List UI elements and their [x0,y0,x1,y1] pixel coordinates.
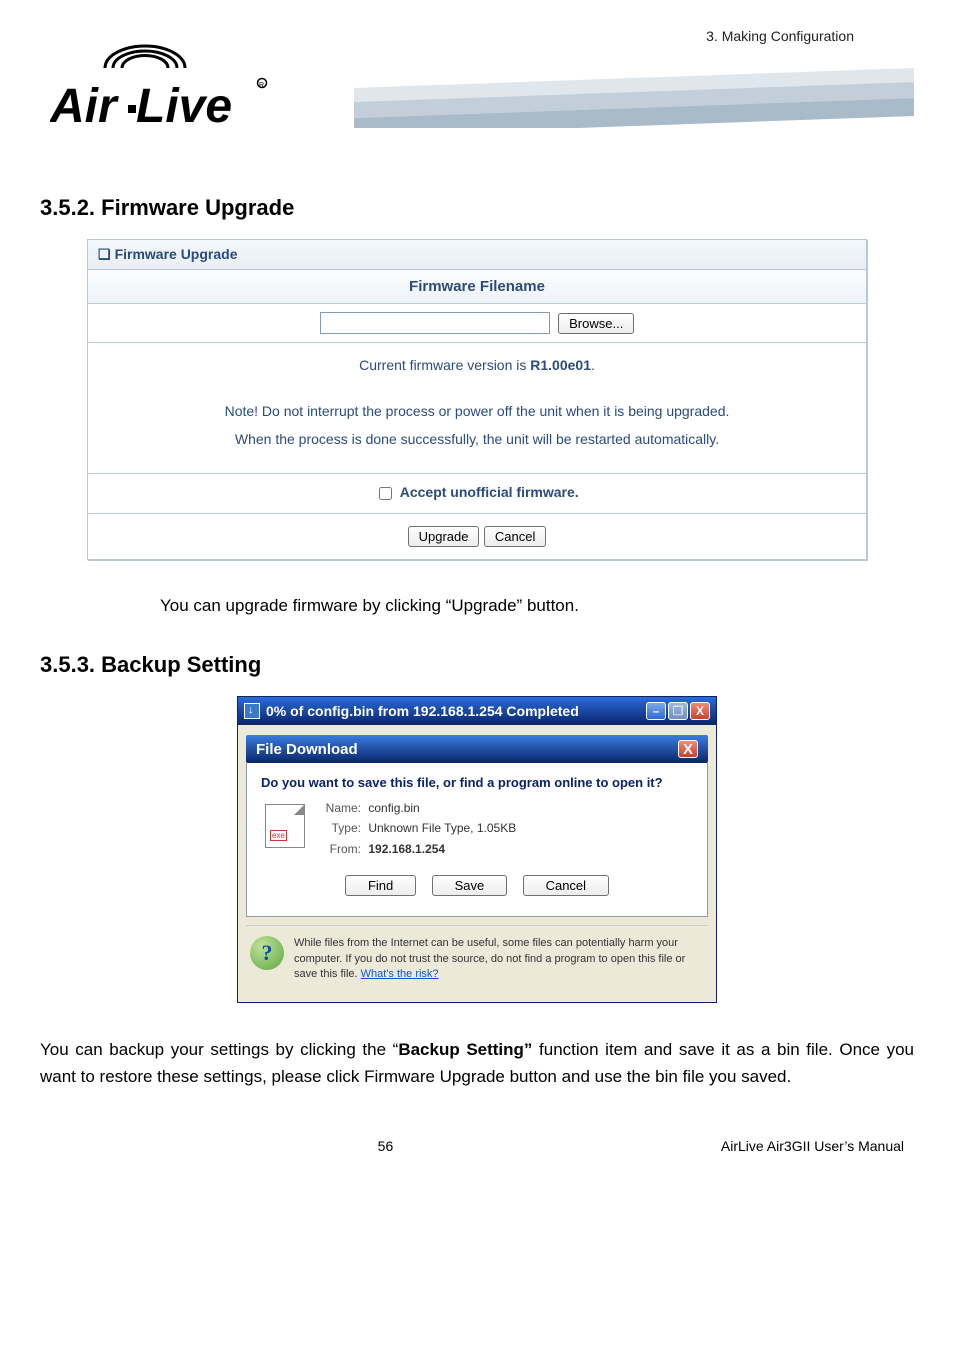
section-heading-backup: 3.5.3. Backup Setting [40,652,914,678]
panel-subhead: Firmware Filename [88,270,866,304]
panel-title: ❏Firmware Upgrade [88,240,866,270]
page-footer: 56 AirLive Air3GII User’s Manual [40,1138,914,1154]
help-shield-icon: ? [250,936,284,970]
accept-unofficial-row: Accept unofficial firmware. [88,473,866,514]
upgrade-notes: Note! Do not interrupt the process or po… [88,387,866,473]
current-version: Current firmware version is R1.00e01. [88,343,866,387]
accept-unofficial-checkbox[interactable] [379,487,392,500]
find-button[interactable]: Find [345,875,416,896]
file-icon: exe [265,804,305,848]
save-button[interactable]: Save [432,875,508,896]
file-meta: Name: config.bin Type: Unknown File Type… [317,798,516,859]
section-heading-firmware: 3.5.2. Firmware Upgrade [40,195,914,221]
page-header: 3. Making Configuration Air Live R [40,0,914,170]
upgrade-instruction: You can upgrade firmware by clicking “Up… [160,596,914,616]
breadcrumb: 3. Making Configuration [706,28,854,44]
close-button[interactable]: X [690,702,710,720]
svg-text:Air: Air [50,80,119,133]
svg-text:Live: Live [136,80,232,133]
page-number: 56 [378,1138,394,1154]
dialog-question: Do you want to save this file, or find a… [261,775,693,790]
whats-the-risk-link[interactable]: What's the risk? [361,968,439,980]
dlg-cancel-button[interactable]: Cancel [523,875,609,896]
file-path-input[interactable] [320,312,550,334]
dialog-title: 0% of config.bin from 192.168.1.254 Comp… [266,703,579,719]
file-download-bar: File Download X [246,735,708,763]
minimize-button[interactable]: – [646,702,666,720]
maximize-button: ❐ [668,702,688,720]
backup-paragraph: You can backup your settings by clicking… [40,1037,914,1090]
manual-title: AirLive Air3GII User’s Manual [721,1138,904,1154]
accept-unofficial-label: Accept unofficial firmware. [400,484,579,500]
subdialog-close-button[interactable]: X [678,740,698,758]
browse-button[interactable]: Browse... [558,313,634,334]
warning-text: While files from the Internet can be use… [294,937,685,980]
warning-row: ? While files from the Internet can be u… [246,925,708,988]
browse-row: Browse... [88,304,866,343]
airlive-logo: Air Live R [50,30,280,145]
upgrade-button[interactable]: Upgrade [408,526,480,547]
download-dialog: 0% of config.bin from 192.168.1.254 Comp… [237,696,717,1003]
header-stripes [354,68,914,128]
firmware-upgrade-panel: ❏Firmware Upgrade Firmware Filename Brow… [87,239,867,560]
svg-text:R: R [259,82,264,89]
download-icon [244,703,260,719]
dialog-titlebar: 0% of config.bin from 192.168.1.254 Comp… [238,697,716,725]
cancel-button[interactable]: Cancel [484,526,546,547]
